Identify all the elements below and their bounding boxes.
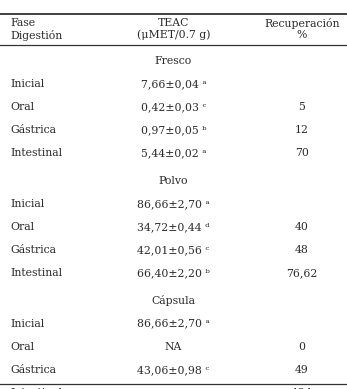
Text: Cápsula: Cápsula [152,295,195,306]
Text: 5,44±0,02 ᵃ: 5,44±0,02 ᵃ [141,148,206,158]
Text: Oral: Oral [10,222,35,232]
Text: Oral: Oral [10,102,35,112]
Text: Intestinal: Intestinal [10,148,62,158]
Text: Recuperación
%: Recuperación % [264,18,340,40]
Text: Inicial: Inicial [10,199,45,209]
Text: 12: 12 [295,125,309,135]
Text: Gástrica: Gástrica [10,365,57,375]
Text: Inicial: Inicial [10,319,45,329]
Text: 0,42±0,03 ᶜ: 0,42±0,03 ᶜ [141,102,206,112]
Text: 43,06±0,98 ᶜ: 43,06±0,98 ᶜ [137,365,210,375]
Text: 124: 124 [291,388,312,389]
Text: Gástrica: Gástrica [10,125,57,135]
Text: 49: 49 [295,365,309,375]
Text: Fresco: Fresco [155,56,192,66]
Text: NA: NA [165,342,182,352]
Text: TEAC
(μMET/0.7 g): TEAC (μMET/0.7 g) [137,18,210,40]
Text: 40: 40 [295,222,309,232]
Text: Gástrica: Gástrica [10,245,57,255]
Text: 86,66±2,70 ᵃ: 86,66±2,70 ᵃ [137,199,210,209]
Text: Oral: Oral [10,342,35,352]
Text: 42,01±0,56 ᶜ: 42,01±0,56 ᶜ [137,245,210,255]
Text: 48: 48 [295,245,309,255]
Text: Inicial: Inicial [10,79,45,89]
Text: Polvo: Polvo [159,176,188,186]
Text: 5: 5 [298,102,305,112]
Text: 107,74±0,5 0ᵇ: 107,74±0,5 0ᵇ [134,388,213,389]
Text: 76,62: 76,62 [286,268,318,278]
Text: 7,66±0,04 ᵃ: 7,66±0,04 ᵃ [141,79,206,89]
Text: 66,40±2,20 ᵇ: 66,40±2,20 ᵇ [137,268,210,278]
Text: Intestinal: Intestinal [10,388,62,389]
Text: 34,72±0,44 ᵈ: 34,72±0,44 ᵈ [137,222,210,232]
Text: 70: 70 [295,148,309,158]
Text: 0: 0 [298,342,305,352]
Text: Fase
Digestión: Fase Digestión [10,18,63,40]
Text: 86,66±2,70 ᵃ: 86,66±2,70 ᵃ [137,319,210,329]
Text: Intestinal: Intestinal [10,268,62,278]
Text: 0,97±0,05 ᵇ: 0,97±0,05 ᵇ [141,125,206,135]
